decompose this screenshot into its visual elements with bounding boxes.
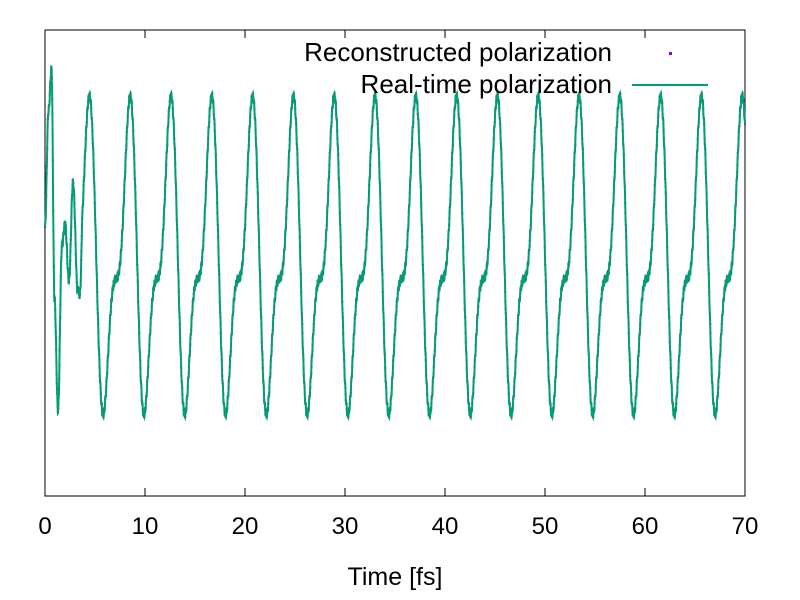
x-axis-label: Time [fs]: [348, 563, 443, 591]
x-tick-label-20: 20: [232, 513, 259, 540]
legend: Reconstructed polarization Real-time pol…: [304, 37, 708, 99]
x-tick-label-50: 50: [532, 513, 559, 540]
series-reconstructed-polarization: [44, 65, 746, 419]
legend-entry-reconstructed-label: Reconstructed polarization: [304, 37, 612, 67]
x-tick-label-60: 60: [632, 513, 659, 540]
series-layer: [44, 64, 746, 422]
x-axis-ticks: 0 10 20 30 40 50 60 70: [38, 30, 758, 540]
x-tick-label-0: 0: [38, 513, 51, 540]
x-tick-label-70: 70: [732, 513, 759, 540]
x-tick-label-40: 40: [432, 513, 459, 540]
legend-reconstructed-point: [669, 52, 672, 55]
plot-frame: [44, 29, 746, 497]
legend-entry-reconstructed-marker: [669, 52, 672, 55]
x-tick-label-30: 30: [332, 513, 359, 540]
series-real-time-polarization-line: [44, 64, 746, 422]
legend-entry-realtime-label: Real-time polarization: [361, 69, 612, 99]
x-tick-label-10: 10: [132, 513, 159, 540]
